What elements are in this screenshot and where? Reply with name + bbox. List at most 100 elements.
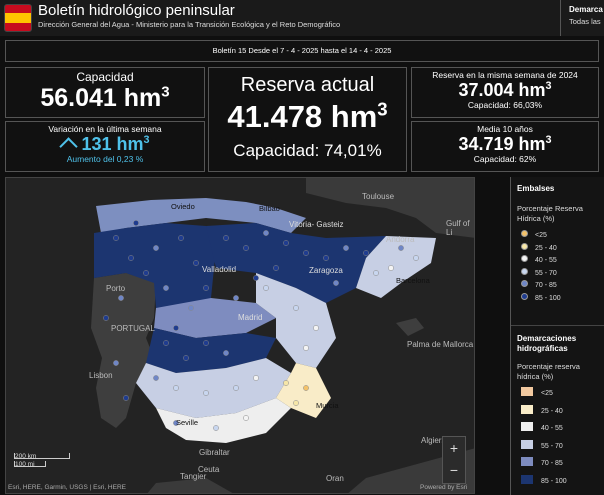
reservoir-map[interactable]: Toulouse Gulf of Li Oviedo Bilbao Vitori… [5, 177, 475, 494]
reservoir-marker[interactable] [243, 415, 249, 421]
demarcation-label: Demarca [569, 5, 603, 14]
legend-item-label: 85 - 100 [535, 294, 561, 302]
reservoir-marker[interactable] [203, 285, 209, 291]
label-oran: Oran [326, 474, 344, 483]
reservoir-marker[interactable] [203, 340, 209, 346]
legend-dem-sub: Porcentaje reserva hídrica (%) [517, 362, 580, 381]
bulletin-banner: Boletín 15 Desde el 7 - 4 - 2025 hasta e… [5, 40, 599, 62]
legend-dem-item: 25 - 40 [521, 404, 563, 415]
variation-label: Variación en la última semana [48, 124, 162, 134]
reservoir-marker[interactable] [313, 325, 319, 331]
reservoir-marker[interactable] [333, 280, 339, 286]
region-ebro [206, 223, 386, 303]
reservoir-marker[interactable] [223, 235, 229, 241]
reservoir-marker[interactable] [363, 250, 369, 256]
label-vitoria: Vitoria- Gasteiz [289, 220, 344, 229]
reservoir-marker[interactable] [263, 285, 269, 291]
reservoir-marker[interactable] [303, 250, 309, 256]
reservoir-marker[interactable] [213, 425, 219, 431]
reservoir-marker[interactable] [283, 380, 289, 386]
zoom-out-button[interactable]: − [449, 462, 459, 478]
legend-dem-item: 85 - 100 [521, 474, 567, 485]
circle-icon [521, 292, 528, 300]
label-palma: Palma de Mallorca [407, 340, 474, 349]
reserve-capacity: Capacidad: 74,01% [233, 141, 382, 160]
reservoir-marker[interactable] [263, 230, 269, 236]
reservoir-marker[interactable] [103, 315, 109, 321]
reservoir-marker[interactable] [153, 245, 159, 251]
capacity-label: Capacidad [76, 70, 134, 84]
app-subtitle: Dirección General del Agua - Ministerio … [38, 20, 341, 29]
reservoir-marker[interactable] [163, 285, 169, 291]
reservoir-marker[interactable] [173, 385, 179, 391]
reservoir-marker[interactable] [178, 235, 184, 241]
reservoir-marker[interactable] [163, 340, 169, 346]
zoom-control: + − [442, 436, 466, 484]
reservoir-marker[interactable] [323, 255, 329, 261]
reservoir-marker[interactable] [143, 270, 149, 276]
reservoir-marker[interactable] [183, 355, 189, 361]
label-zaragoza: Zaragoza [309, 266, 343, 275]
reservoir-marker[interactable] [253, 275, 259, 281]
reservoir-marker[interactable] [133, 220, 139, 226]
region-jucar [256, 273, 336, 368]
reservoir-marker[interactable] [373, 270, 379, 276]
reservoir-marker[interactable] [193, 260, 199, 266]
reservoir-marker[interactable] [253, 375, 259, 381]
reservoir-marker[interactable] [118, 295, 124, 301]
legend-embalse-item: 70 - 85 [521, 280, 557, 289]
reservoir-marker[interactable] [113, 235, 119, 241]
zoom-in-button[interactable]: + [449, 440, 459, 456]
reservoir-marker[interactable] [203, 390, 209, 396]
average-capacity: Capacidad: 62% [473, 154, 537, 164]
label-porto: Porto [106, 284, 126, 293]
reservoir-marker[interactable] [343, 245, 349, 251]
region-catalunya [356, 236, 436, 298]
reservoir-marker[interactable] [398, 245, 404, 251]
map-attribution[interactable]: Esri, HERE, Garmin, USGS | Esri, HERE [8, 484, 126, 491]
label-andorra: Andorra [386, 235, 415, 244]
circle-icon [521, 242, 528, 250]
region-segura [276, 363, 331, 418]
reservoir-marker[interactable] [243, 245, 249, 251]
same-week-label: Reserva en la misma semana de 2024 [432, 70, 578, 80]
reserve-panel: Reserva actual 41.478 hm3 Capacidad: 74,… [208, 67, 407, 172]
reservoir-marker[interactable] [173, 325, 179, 331]
reservoir-marker[interactable] [388, 265, 394, 271]
label-murcia: Murcia [316, 401, 339, 410]
reservoir-marker[interactable] [173, 420, 179, 426]
average-value: 34.719 hm3 [458, 134, 552, 154]
reservoir-marker[interactable] [293, 305, 299, 311]
average-panel: Media 10 años 34.719 hm3 Capacidad: 62% [411, 121, 599, 172]
reservoir-marker[interactable] [233, 295, 239, 301]
legend-dem-item: 40 - 55 [521, 422, 563, 432]
legend-dem-item: 70 - 85 [521, 457, 563, 467]
capacity-value: 56.041 hm3 [40, 83, 170, 112]
label-seville: Seville [176, 418, 199, 427]
circle-icon [521, 267, 528, 275]
reservoir-marker[interactable] [223, 350, 229, 356]
reservoir-marker[interactable] [293, 400, 299, 406]
map-legend[interactable]: Embalses Porcentaje Reserva Hídrica (%) … [510, 177, 604, 495]
demarcation-selector[interactable]: Demarca Todas las [560, 0, 604, 36]
map-scale: 200 km 100 mi [14, 453, 70, 468]
reservoir-marker[interactable] [283, 240, 289, 246]
reservoir-marker[interactable] [113, 360, 119, 366]
reservoir-marker[interactable] [153, 375, 159, 381]
reservoir-marker[interactable] [188, 305, 194, 311]
label-ceuta: Ceuta [198, 465, 220, 474]
reservoir-marker[interactable] [128, 255, 134, 261]
swatch-icon [521, 474, 533, 484]
powered-by[interactable]: Powered by Esri [420, 484, 468, 491]
reservoir-marker[interactable] [413, 255, 419, 261]
average-label: Media 10 años [477, 124, 533, 134]
reservoir-marker[interactable] [303, 345, 309, 351]
reservoir-marker[interactable] [233, 385, 239, 391]
label-gibraltar: Gibraltar [199, 448, 230, 457]
region-duero [94, 223, 216, 313]
same-week-value: 37.004 hm3 [458, 80, 552, 100]
reservoir-marker[interactable] [303, 385, 309, 391]
reservoir-marker[interactable] [123, 395, 129, 401]
reservoir-marker[interactable] [273, 265, 279, 271]
legend-embalse-item: 25 - 40 [521, 242, 557, 252]
